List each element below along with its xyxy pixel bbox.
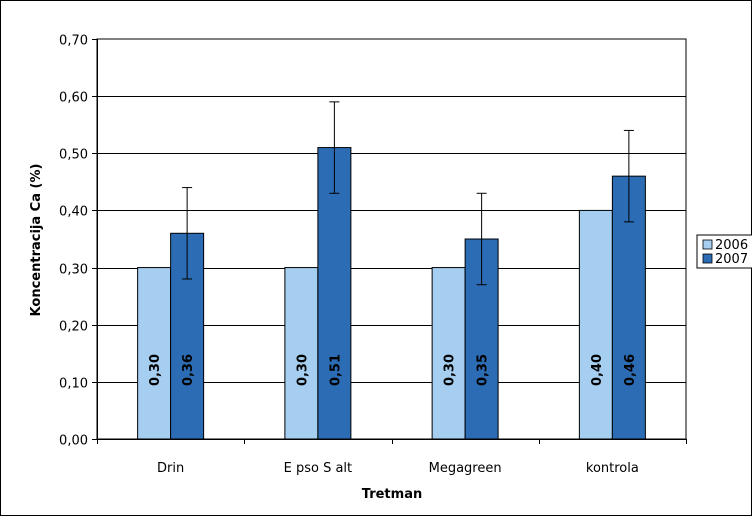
y-tick-label: 0,10 (59, 377, 88, 392)
y-tick-label: 0,40 (59, 205, 88, 220)
legend-label-2007: 2007 (715, 252, 748, 267)
legend-swatch-2006 (702, 239, 713, 250)
x-category-label: Megagreen (429, 461, 502, 476)
y-tick-label: 0,00 (59, 434, 88, 449)
x-axis-title: Tretman (362, 487, 422, 502)
y-tick-label: 0,30 (59, 263, 88, 278)
legend: 2006 2007 (696, 234, 752, 269)
y-tick-label: 0,20 (59, 320, 88, 335)
x-category-label: kontrola (586, 461, 639, 476)
y-axis-title: Koncentracija Ca (%) (29, 164, 44, 317)
y-tick-label: 0,70 (59, 34, 88, 49)
data-label: 0,30 (295, 354, 310, 386)
bar-2006-3 (578, 209, 613, 440)
bars: 0,30 0,36 0,30 0,51 0,30 0,35 0,40 0,46 (137, 101, 646, 440)
x-category-label: E pso S alt (284, 461, 353, 476)
data-label: 0,30 (443, 354, 458, 386)
legend-swatch-2007 (702, 253, 713, 264)
axes: 0,00 0,10 0,20 0,30 0,40 0,50 0,60 0,70 Drin E ps… (59, 34, 687, 476)
data-label: 0,51 (328, 354, 343, 386)
data-label: 0,46 (623, 354, 638, 386)
data-label: 0,35 (476, 354, 491, 386)
y-tick-label: 0,50 (59, 148, 88, 163)
bar-2006-0 (137, 267, 172, 440)
bar-2006-1 (284, 267, 319, 440)
y-tick-label: 0,60 (59, 91, 88, 106)
data-label: 0,30 (148, 354, 163, 386)
bar-2007-1 (317, 147, 352, 440)
data-label: 0,36 (181, 354, 196, 386)
x-category-label: Drin (157, 461, 184, 476)
bar-2006-2 (431, 267, 466, 440)
data-label: 0,40 (590, 354, 605, 386)
legend-label-2006: 2006 (715, 238, 748, 253)
